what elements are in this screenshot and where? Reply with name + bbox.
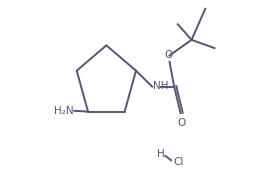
Text: H: H [158, 149, 165, 159]
Text: O: O [164, 50, 173, 60]
Text: NH: NH [153, 81, 169, 91]
Text: H₂N: H₂N [54, 106, 73, 116]
Text: O: O [177, 118, 186, 128]
Text: Cl: Cl [173, 157, 184, 167]
